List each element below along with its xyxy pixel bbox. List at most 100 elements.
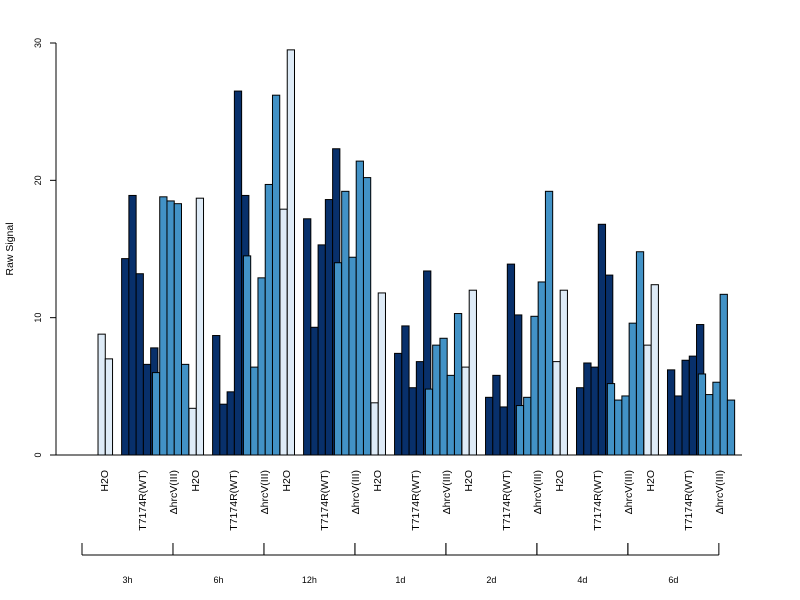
bar (719, 293, 728, 456)
bar (166, 200, 175, 456)
x-tick-label: ΔhrcV(III) (259, 470, 271, 514)
x-tick-label: ΔhrcV(III) (714, 470, 726, 514)
bar (530, 315, 539, 456)
group-label: 6h (213, 575, 223, 585)
bar (212, 335, 221, 456)
bar (142, 363, 152, 456)
bar (544, 190, 554, 456)
bar (317, 244, 326, 456)
bar (468, 289, 477, 456)
bar (242, 255, 252, 456)
x-tick-label: ΔhrcV(III) (168, 470, 180, 514)
bar (537, 281, 546, 456)
bar (674, 395, 683, 456)
bar (257, 277, 266, 456)
bar (726, 399, 736, 456)
x-tick-label: T7174R(WT) (228, 470, 240, 531)
bar (688, 355, 698, 456)
bar (135, 273, 144, 456)
x-tick-label: ΔhrcV(III) (532, 470, 544, 514)
bar (370, 402, 379, 456)
bar (226, 391, 235, 456)
bar (705, 394, 714, 456)
bar (583, 362, 592, 456)
group-label: 2d (486, 575, 496, 585)
x-tick-label: T7174R(WT) (410, 470, 422, 531)
bar (439, 337, 448, 456)
y-tick-label: 30 (33, 38, 43, 48)
bar (576, 387, 585, 456)
bar (492, 374, 501, 456)
bar (485, 396, 494, 456)
bar (128, 194, 137, 456)
bar (461, 366, 470, 456)
x-tick-label: H2O (372, 470, 384, 492)
x-tick-label: T7174R(WT) (319, 470, 331, 531)
bar (597, 223, 607, 456)
bar (355, 160, 364, 456)
x-tick-label: T7174R(WT) (501, 470, 513, 531)
group-label: 6d (668, 575, 678, 585)
x-tick-label: H2O (281, 470, 293, 492)
bar (348, 256, 357, 456)
bar (233, 90, 243, 456)
bar (432, 344, 441, 456)
bar (151, 372, 161, 456)
bar (635, 251, 645, 456)
bar (681, 359, 690, 456)
bar (446, 374, 455, 456)
x-tick-label: ΔhrcV(III) (441, 470, 453, 514)
x-tick-label: H2O (99, 470, 111, 492)
bar (341, 190, 350, 456)
bar (181, 363, 190, 456)
bar (559, 289, 568, 456)
group-brackets: 3h 6h 12h 1d 2d 4d 6d (81, 543, 720, 585)
bar (453, 313, 463, 456)
bar (104, 358, 114, 456)
bar (515, 405, 525, 456)
bar (523, 396, 532, 456)
bars (97, 49, 736, 456)
bar (552, 361, 561, 456)
x-tick-label: ΔhrcV(III) (623, 470, 635, 514)
bar (173, 203, 183, 456)
x-tick-label: ΔhrcV(III) (350, 470, 362, 514)
bar (650, 284, 659, 456)
bar (250, 366, 259, 456)
bar (590, 366, 599, 456)
x-tick-label: T7174R(WT) (683, 470, 695, 531)
bar (424, 388, 434, 456)
bar (628, 322, 637, 456)
group-label: 3h (122, 575, 132, 585)
bar (279, 208, 288, 456)
bar (264, 183, 273, 456)
bar (333, 262, 343, 456)
bar (614, 399, 623, 456)
bar (606, 383, 616, 456)
group-label: 12h (302, 575, 317, 585)
bar (362, 177, 372, 456)
bar (377, 292, 386, 456)
bar (712, 381, 721, 456)
bar (188, 407, 197, 456)
bar (159, 196, 168, 456)
bar (506, 263, 516, 456)
bar (324, 199, 334, 456)
x-tick-label: T7174R(WT) (137, 470, 149, 531)
bar (219, 403, 228, 456)
bar (394, 352, 403, 456)
bar (401, 325, 410, 456)
x-tick-label: H2O (645, 470, 657, 492)
bar (697, 373, 707, 456)
x-tick-label: H2O (190, 470, 202, 492)
x-tick-label: T7174R(WT) (592, 470, 604, 531)
x-tick-label: H2O (463, 470, 475, 492)
bar (415, 361, 425, 456)
bar (97, 333, 106, 456)
y-tick-label: 20 (33, 175, 43, 185)
group-label: 4d (577, 575, 587, 585)
bar (666, 369, 676, 456)
bar (310, 326, 319, 456)
group-label: 1d (395, 575, 405, 585)
